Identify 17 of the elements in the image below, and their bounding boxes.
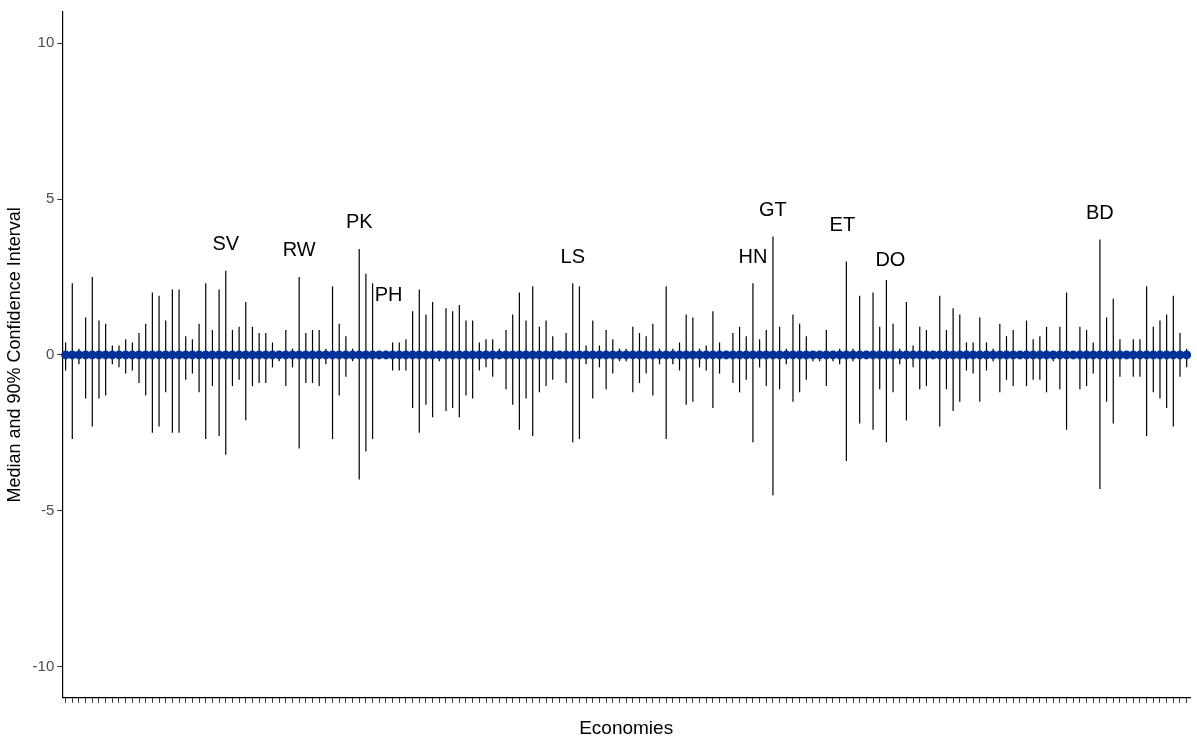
annotation: HN bbox=[738, 244, 768, 267]
y-tick-label: 5 bbox=[45, 189, 55, 207]
annotation: RW bbox=[282, 238, 316, 261]
annotation: ET bbox=[829, 212, 856, 235]
y-axis-title: Median and 90% Confidence Interval bbox=[3, 207, 24, 503]
annotation: BD bbox=[1086, 201, 1114, 224]
annotation: PH bbox=[374, 282, 403, 305]
annotation: DO bbox=[875, 247, 906, 270]
y-tick-label: -5 bbox=[40, 500, 55, 518]
annotation: LS bbox=[560, 244, 585, 267]
annotation: SV bbox=[212, 232, 240, 255]
y-tick-label: 10 bbox=[37, 33, 55, 51]
x-axis-title: Economies bbox=[579, 716, 674, 738]
y-tick-label: -10 bbox=[32, 656, 55, 674]
annotation: PK bbox=[345, 210, 374, 233]
annotation: GT bbox=[759, 197, 787, 220]
y-tick-label: 0 bbox=[45, 345, 55, 363]
